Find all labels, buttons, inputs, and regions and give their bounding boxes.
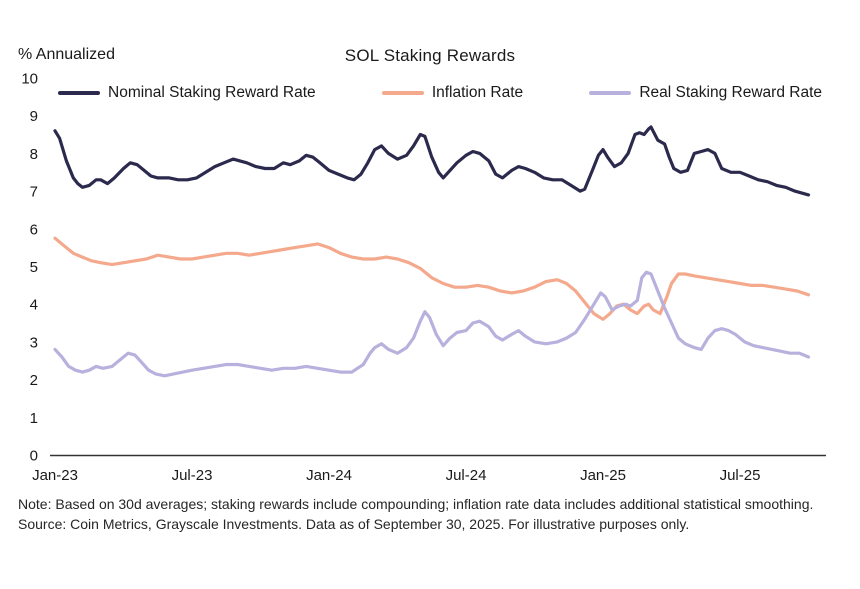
chart-legend: Nominal Staking Reward Rate Inflation Rat… bbox=[58, 84, 822, 102]
y-tick-label: 7 bbox=[30, 184, 38, 201]
legend-line-swatch bbox=[381, 91, 424, 95]
y-tick-label: 1 bbox=[30, 410, 38, 427]
series-line-real-staking-reward-rate bbox=[53, 270, 811, 378]
y-tick-label: 5 bbox=[30, 259, 38, 276]
series-line-inflation-rate bbox=[53, 236, 811, 321]
series-line-nominal-staking-reward-rate bbox=[53, 125, 811, 197]
legend-line-swatch bbox=[58, 91, 100, 95]
legend-item-real-staking-reward-rate: Real Staking Reward Rate bbox=[589, 84, 822, 102]
legend-item-nominal-staking-reward-rate: Nominal Staking Reward Rate bbox=[58, 84, 316, 102]
x-tick-label: Jul-24 bbox=[446, 467, 487, 484]
y-tick-label: 4 bbox=[30, 297, 38, 314]
y-tick-label: 9 bbox=[30, 108, 38, 125]
x-tick-label: Jul-25 bbox=[720, 467, 761, 484]
x-tick-label: Jan-23 bbox=[32, 467, 78, 484]
legend-label: Real Staking Reward Rate bbox=[639, 84, 822, 101]
legend-label: Inflation Rate bbox=[431, 84, 524, 101]
y-tick-label: 10 bbox=[21, 71, 38, 88]
x-tick-label: Jan-24 bbox=[306, 467, 352, 484]
y-tick-label: 8 bbox=[30, 146, 38, 163]
x-tick-label: Jul-23 bbox=[172, 467, 213, 484]
y-tick-label: 6 bbox=[30, 221, 38, 238]
footnote-text: Note: Based on 30d averages; staking rew… bbox=[18, 496, 814, 532]
y-axis-unit-label: % Annualized bbox=[18, 46, 115, 63]
legend-label: Nominal Staking Reward Rate bbox=[108, 84, 316, 101]
y-tick-label: 2 bbox=[30, 372, 38, 389]
y-tick-label: 0 bbox=[30, 448, 38, 465]
x-tick-label: Jan-25 bbox=[580, 467, 626, 484]
chart-title: SOL Staking Rewards bbox=[344, 46, 516, 65]
y-tick-label: 3 bbox=[30, 334, 38, 351]
legend-item-inflation-rate: Inflation Rate bbox=[381, 84, 524, 102]
legend-line-swatch bbox=[589, 91, 632, 95]
